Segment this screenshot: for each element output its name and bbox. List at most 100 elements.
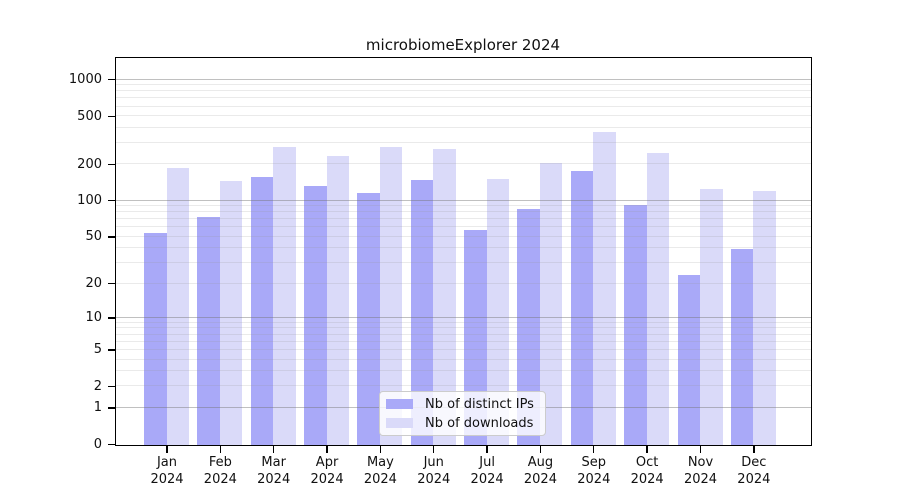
minor-gridline bbox=[116, 90, 811, 92]
x-axis: Jan 2024 Feb 2024 Mar 2024 Apr 2024 May 2024 Jun 20… bbox=[117, 446, 811, 496]
x-tick-mark bbox=[646, 446, 648, 453]
x-tick-month: Apr bbox=[315, 455, 339, 470]
minor-gridline bbox=[116, 163, 811, 165]
x-tick-year: 2024 bbox=[150, 472, 184, 487]
bar-distinct-ips-jun bbox=[410, 180, 434, 445]
bar-distinct-ips-apr bbox=[304, 186, 327, 445]
minor-gridline bbox=[116, 211, 811, 213]
y-tick-label: 20 bbox=[85, 276, 102, 292]
minor-gridline bbox=[116, 205, 811, 207]
y-tick-label: 500 bbox=[77, 108, 102, 124]
y-tick-mark bbox=[108, 407, 115, 409]
minor-gridline bbox=[116, 358, 811, 360]
minor-gridline bbox=[116, 333, 811, 335]
y-tick-label: 5 bbox=[93, 342, 102, 358]
major-gridline bbox=[116, 78, 811, 80]
minor-gridline bbox=[116, 218, 811, 220]
bar-distinct-ips-jan bbox=[144, 233, 167, 445]
x-tick-label: Mar 2024 bbox=[244, 454, 304, 488]
y-tick-mark bbox=[108, 283, 115, 285]
x-tick-year: 2024 bbox=[630, 472, 664, 487]
bar-distinct-ips-aug bbox=[517, 208, 540, 445]
y-tick-mark bbox=[108, 317, 115, 319]
legend-item-downloads: Nb of downloads bbox=[386, 416, 537, 431]
bar-distinct-ips-dec bbox=[730, 248, 754, 445]
minor-gridline bbox=[116, 385, 811, 387]
minor-gridline bbox=[116, 105, 811, 107]
bar-distinct-ips-nov bbox=[677, 275, 700, 445]
bar-downloads-nov bbox=[700, 188, 723, 445]
x-tick-mark bbox=[593, 446, 595, 453]
y-tick-label: 1 bbox=[93, 400, 102, 416]
minor-gridline bbox=[116, 370, 811, 372]
x-tick-month: Aug bbox=[527, 455, 554, 470]
bar-distinct-ips-sep bbox=[570, 170, 594, 445]
y-tick-label: 200 bbox=[77, 156, 102, 172]
x-tick-mark bbox=[699, 446, 702, 453]
x-tick-label: Jul 2024 bbox=[457, 454, 517, 488]
bar-downloads-dec bbox=[753, 190, 776, 445]
x-tick-month: May bbox=[366, 455, 394, 470]
x-tick-label: Apr 2024 bbox=[297, 454, 357, 488]
bar-downloads-jul bbox=[486, 179, 510, 445]
x-tick-year: 2024 bbox=[257, 472, 291, 487]
bar-downloads-apr bbox=[326, 155, 350, 445]
bar-downloads-sep bbox=[593, 131, 616, 445]
y-tick-mark bbox=[108, 115, 115, 117]
minor-gridline bbox=[116, 282, 811, 284]
minor-gridline bbox=[116, 247, 811, 249]
y-tick-label: 10 bbox=[85, 310, 102, 326]
minor-gridline bbox=[116, 115, 811, 117]
x-tick-year: 2024 bbox=[310, 472, 344, 487]
bar-distinct-ips-feb bbox=[197, 217, 220, 445]
x-tick-label: Aug 2024 bbox=[510, 454, 570, 488]
legend-swatch-downloads bbox=[386, 418, 413, 428]
x-tick-mark bbox=[219, 446, 222, 453]
bar-downloads-oct bbox=[646, 153, 670, 445]
minor-gridline bbox=[116, 262, 811, 264]
minor-gridline bbox=[116, 142, 811, 144]
x-tick-label: Dec 2024 bbox=[724, 454, 784, 488]
x-tick-mark bbox=[433, 446, 435, 453]
bar-downloads-jan bbox=[166, 168, 189, 445]
y-tick-mark bbox=[108, 385, 115, 388]
bar-downloads-aug bbox=[539, 163, 563, 445]
y-tick-label: 50 bbox=[85, 229, 102, 245]
minor-gridline bbox=[116, 84, 811, 86]
x-tick-month: Jul bbox=[479, 455, 495, 470]
bar-downloads-jun bbox=[433, 149, 456, 445]
bar-downloads-feb bbox=[219, 180, 243, 445]
minor-gridline bbox=[116, 348, 811, 350]
x-tick-mark bbox=[273, 446, 275, 453]
x-tick-month: Mar bbox=[261, 455, 286, 470]
legend-label-downloads: Nb of downloads bbox=[425, 415, 534, 431]
x-tick-month: Dec bbox=[741, 455, 767, 470]
x-tick-mark bbox=[539, 446, 542, 453]
bar-downloads-may bbox=[379, 147, 403, 445]
x-tick-year: 2024 bbox=[683, 472, 718, 487]
x-tick-label: Nov 2024 bbox=[671, 454, 731, 488]
minor-gridline bbox=[116, 321, 811, 323]
x-tick-month: Nov bbox=[687, 455, 714, 470]
y-tick-mark bbox=[108, 443, 115, 446]
x-tick-mark bbox=[166, 446, 168, 453]
x-tick-month: Jan bbox=[156, 455, 178, 470]
y-tick-label: 0 bbox=[93, 437, 102, 452]
minor-gridline bbox=[116, 97, 811, 99]
legend-swatch-distinct-ips bbox=[386, 399, 413, 409]
legend-label-distinct-ips: Nb of distinct IPs bbox=[425, 396, 534, 412]
x-tick-year: 2024 bbox=[203, 472, 237, 487]
x-tick-month: Oct bbox=[635, 455, 659, 470]
minor-gridline bbox=[116, 340, 811, 342]
y-tick-label: 1000 bbox=[68, 72, 102, 88]
bar-distinct-ips-may bbox=[357, 192, 380, 445]
x-tick-year: 2024 bbox=[363, 472, 397, 487]
y-tick-mark bbox=[108, 236, 115, 238]
minor-gridline bbox=[116, 235, 811, 237]
x-tick-label: Jun 2024 bbox=[404, 454, 464, 488]
y-tick-mark bbox=[108, 163, 115, 166]
legend: Nb of distinct IPs Nb of downloads bbox=[379, 391, 546, 436]
x-tick-label: May 2024 bbox=[350, 454, 410, 488]
x-tick-label: Jan 2024 bbox=[137, 454, 197, 488]
